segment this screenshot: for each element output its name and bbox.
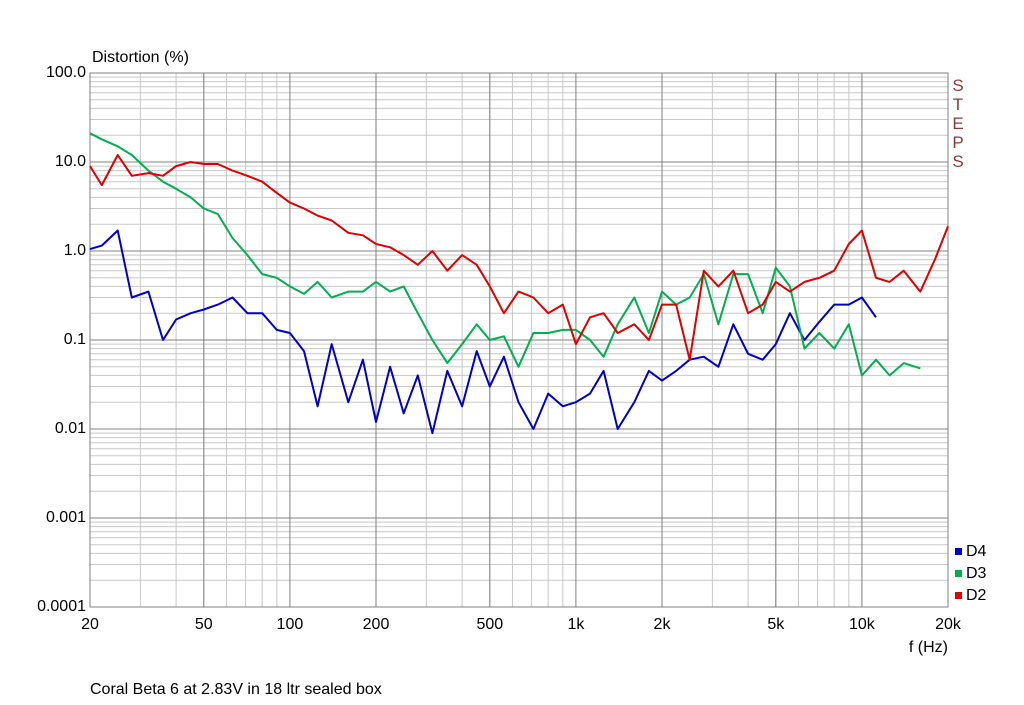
series-line	[89, 132, 921, 377]
x-tick-label: 5k	[767, 616, 785, 633]
y-axis-label: Distortion (%)	[92, 49, 189, 66]
x-tick-label: 500	[476, 616, 503, 633]
x-tick-label: 50	[195, 616, 213, 633]
plot-frame	[89, 72, 949, 608]
x-tick-label: 20	[81, 616, 99, 633]
y-tick-label: 100.0	[46, 64, 86, 81]
y-tick-label: 0.01	[55, 420, 86, 437]
x-tick-label: 10k	[849, 616, 876, 633]
y-tick-label: 0.001	[46, 509, 86, 526]
legend-label: D4	[966, 543, 987, 560]
y-tick-label: 1.0	[64, 242, 86, 259]
x-tick-label: 200	[363, 616, 390, 633]
series-line	[89, 229, 877, 435]
x-tick-label: 20k	[935, 616, 962, 633]
legend-label: D3	[966, 565, 987, 582]
x-axis-label: f (Hz)	[909, 639, 948, 656]
series-line	[89, 154, 949, 361]
annotation: STEPS	[949, 76, 968, 171]
caption: Coral Beta 6 at 2.83V in 18 ltr sealed b…	[90, 681, 382, 698]
legend-swatch	[955, 592, 962, 599]
x-tick-label: 100	[277, 616, 304, 633]
x-tick-label: 2k	[654, 616, 672, 633]
y-tick-label: 0.1	[64, 331, 86, 348]
legend-label: D2	[966, 587, 987, 604]
y-tick-label: 10.0	[55, 153, 86, 170]
y-tick-label: 0.0001	[37, 598, 86, 615]
x-tick-label: 1k	[567, 616, 585, 633]
legend-swatch	[955, 570, 962, 577]
legend-swatch	[955, 548, 962, 555]
